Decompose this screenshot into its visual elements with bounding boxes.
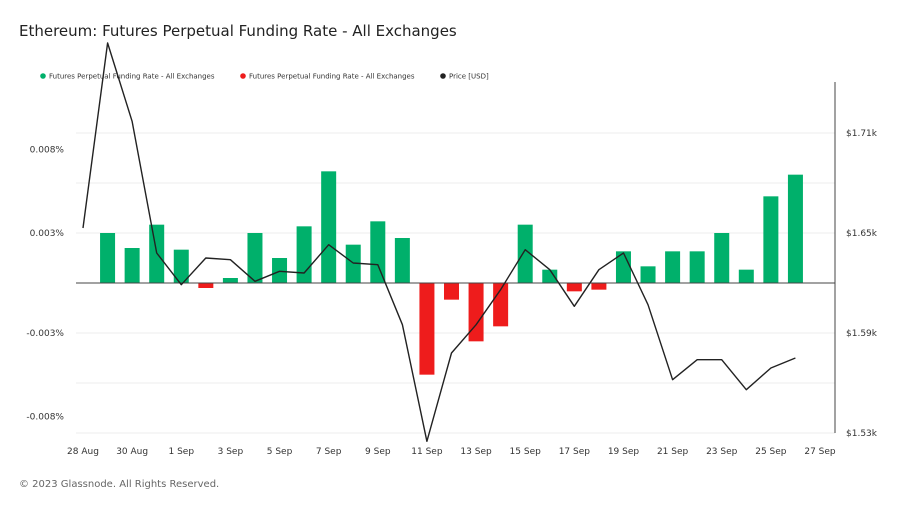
left-tick-label: -0.008%: [26, 412, 64, 422]
bar-positive: [345, 244, 361, 283]
price-line: [82, 42, 796, 442]
legend-marker: [440, 73, 446, 79]
bar-positive: [665, 251, 681, 283]
right-tick-label: $1.53k: [846, 429, 878, 439]
x-tick-label: 5 Sep: [267, 447, 293, 457]
right-tick-label: $1.65k: [846, 229, 878, 239]
left-tick-label: 0.008%: [30, 146, 65, 156]
bar-negative: [591, 283, 607, 290]
bar-positive: [222, 278, 238, 283]
x-tick-label: 19 Sep: [608, 447, 640, 457]
bar-positive: [272, 258, 288, 283]
legend-label: Price [USD]: [449, 73, 489, 81]
legend-marker: [240, 73, 246, 79]
x-tick-label: 3 Sep: [218, 447, 244, 457]
x-tick-label: 9 Sep: [365, 447, 391, 457]
right-tick-label: $1.59k: [846, 329, 878, 339]
copyright-footer: © 2023 Glassnode. All Rights Reserved.: [19, 479, 220, 490]
right-axis-ticks: $1.53k $1.59k $1.65k $1.71k: [846, 129, 878, 439]
x-tick-label: 15 Sep: [510, 447, 542, 457]
bar-positive: [394, 238, 410, 283]
x-axis-ticks: 28 Aug 30 Aug 1 Sep 3 Sep 5 Sep 7 Sep 9 Sep 11 …: [67, 447, 836, 457]
bar-positive: [247, 233, 263, 283]
bar-positive: [296, 226, 312, 283]
bar-positive: [517, 224, 533, 283]
x-tick-label: 25 Sep: [755, 447, 787, 457]
x-tick-label: 23 Sep: [706, 447, 738, 457]
left-tick-label: 0.003%: [30, 229, 65, 239]
bar-positive: [542, 269, 558, 283]
x-tick-label: 21 Sep: [657, 447, 689, 457]
bar-positive: [321, 171, 337, 283]
funding-rate-bars: [100, 171, 803, 375]
bar-positive: [714, 233, 730, 283]
bar-positive: [100, 233, 116, 283]
legend: Futures Perpetual Funding Rate - All Exc…: [40, 73, 489, 81]
bar-positive: [173, 249, 189, 283]
bar-positive: [370, 221, 386, 283]
x-tick-label: 27 Sep: [804, 447, 836, 457]
left-tick-label: -0.003%: [26, 329, 64, 339]
legend-label: Futures Perpetual Funding Rate - All Exc…: [249, 73, 415, 81]
chart-title: Ethereum: Futures Perpetual Funding Rate…: [19, 22, 457, 40]
x-tick-label: 30 Aug: [116, 447, 148, 457]
x-tick-label: 28 Aug: [67, 447, 99, 457]
x-tick-label: 7 Sep: [316, 447, 342, 457]
right-tick-label: $1.71k: [846, 129, 878, 139]
bar-positive: [640, 266, 656, 283]
legend-marker: [40, 73, 46, 79]
x-tick-label: 13 Sep: [460, 447, 492, 457]
legend-label: Futures Perpetual Funding Rate - All Exc…: [49, 73, 215, 81]
x-tick-label: 17 Sep: [559, 447, 591, 457]
bar-negative: [468, 283, 484, 342]
bar-negative: [419, 283, 435, 375]
bar-negative: [566, 283, 582, 292]
bar-positive: [763, 196, 779, 283]
bar-positive: [787, 174, 803, 283]
bar-positive: [124, 248, 140, 283]
x-tick-label: 11 Sep: [411, 447, 443, 457]
x-tick-label: 1 Sep: [168, 447, 194, 457]
bar-negative: [444, 283, 459, 300]
bar-positive: [738, 269, 754, 283]
left-axis-ticks: -0.008% -0.003% 0.003% 0.008%: [26, 146, 64, 423]
gridlines: [76, 132, 835, 434]
bar-positive: [689, 251, 705, 283]
bar-negative: [198, 283, 214, 288]
